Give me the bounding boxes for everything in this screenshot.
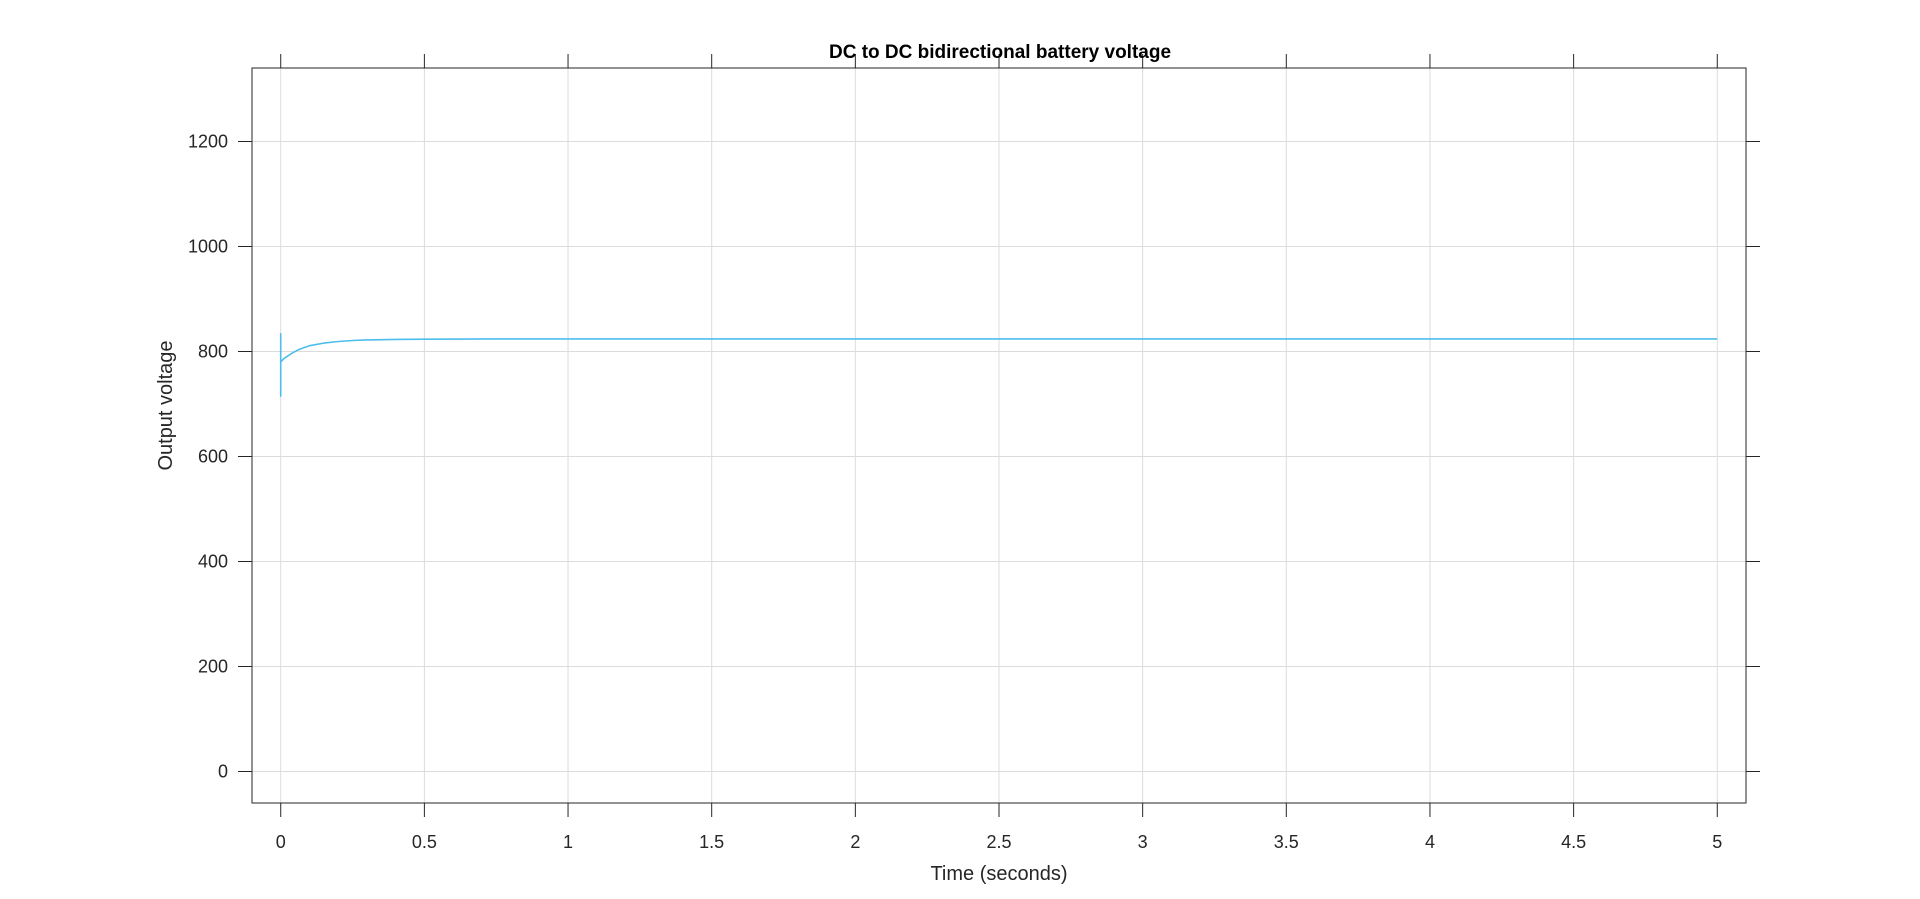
y-axis-title: Output voltage xyxy=(155,340,177,470)
x-tick-label: 0.5 xyxy=(412,832,437,852)
tick-labels: 0 0.5 1 1.5 2 2.5 3 3.5 4 4.5 5 0 200 400 600 800 1000 12… xyxy=(188,132,1722,853)
x-axis-title: Time (seconds) xyxy=(930,863,1067,885)
grid xyxy=(252,68,1746,803)
series-layer xyxy=(279,333,1718,397)
x-tick-label: 4 xyxy=(1425,832,1435,852)
y-tick-label: 1000 xyxy=(188,237,228,257)
series-line xyxy=(279,333,1718,397)
y-tick-label: 600 xyxy=(198,447,228,467)
x-tick-label: 3 xyxy=(1138,832,1148,852)
y-tick-label: 800 xyxy=(198,342,228,362)
x-tick-label: 4.5 xyxy=(1561,832,1586,852)
x-tick-label: 2 xyxy=(850,832,860,852)
y-tick-label: 200 xyxy=(198,657,228,677)
y-tick-label: 1200 xyxy=(188,132,228,152)
x-tick-label: 0 xyxy=(276,832,286,852)
x-tick-label: 3.5 xyxy=(1274,832,1299,852)
tick-marks xyxy=(238,54,1760,817)
x-tick-label: 5 xyxy=(1712,832,1722,852)
chart-title: DC to DC bidirectional battery voltage xyxy=(829,42,1171,63)
x-tick-label: 1 xyxy=(563,832,573,852)
x-tick-label: 1.5 xyxy=(699,832,724,852)
x-tick-label: 2.5 xyxy=(986,832,1011,852)
y-tick-label: 400 xyxy=(198,552,228,572)
y-tick-label: 0 xyxy=(218,762,228,782)
